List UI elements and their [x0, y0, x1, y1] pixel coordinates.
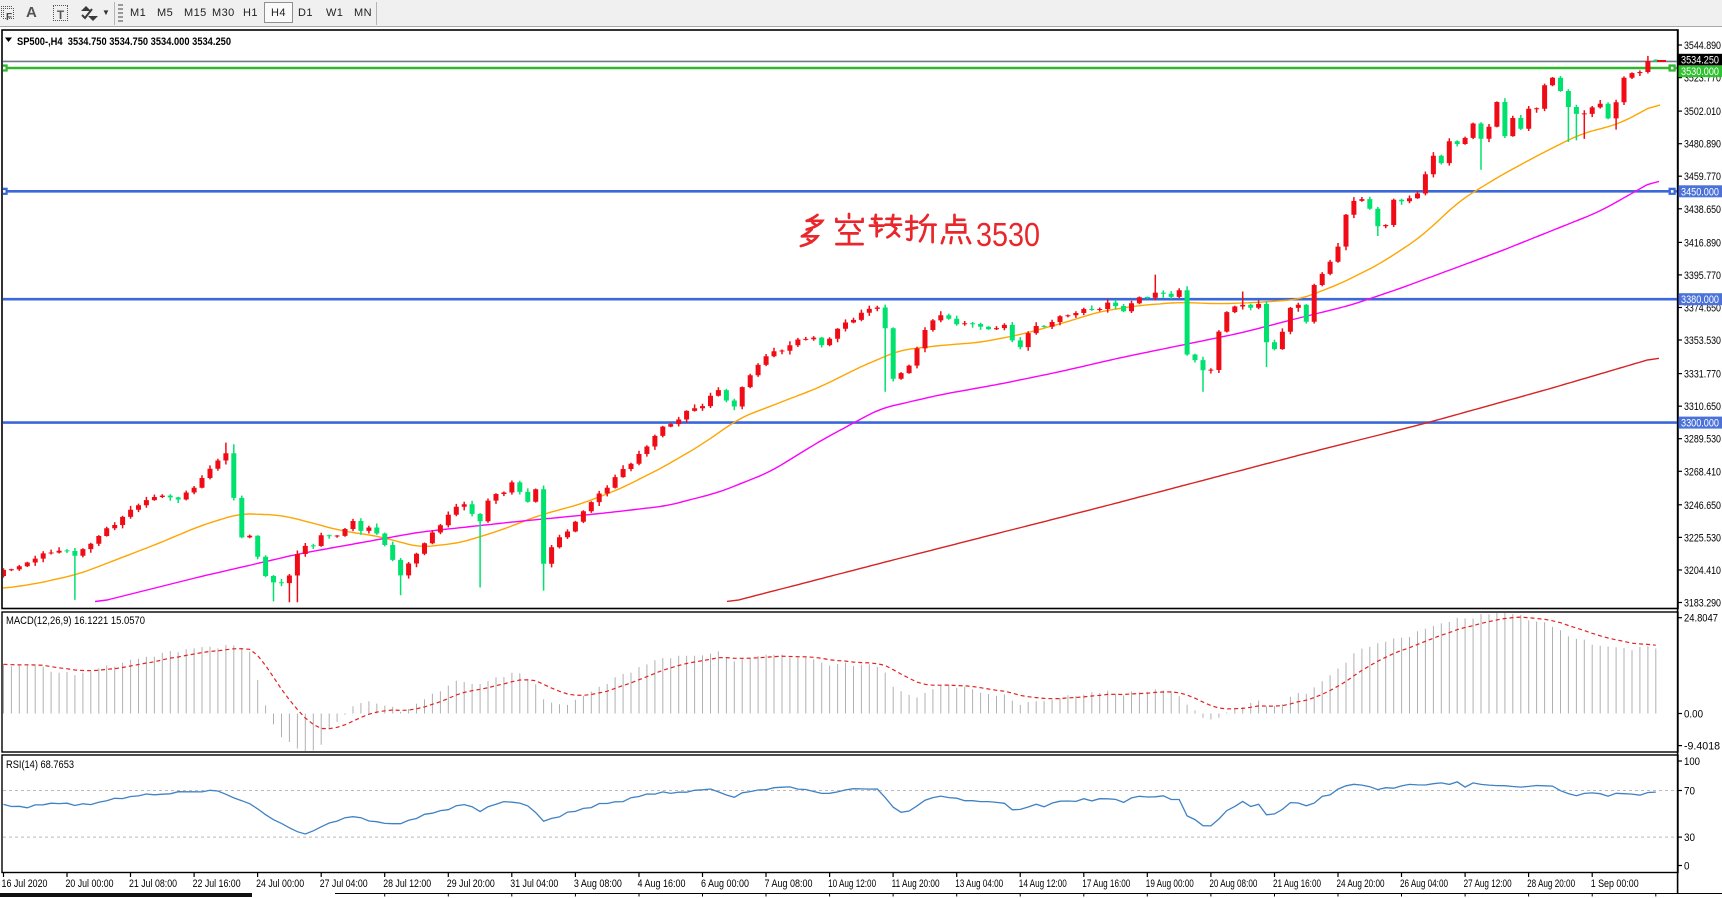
svg-text:6 Aug 00:00: 6 Aug 00:00	[701, 878, 749, 890]
svg-text:21 Aug 16:00: 21 Aug 16:00	[1273, 878, 1321, 890]
svg-text:MACD(12,26,9) 16.1221 15.0570: MACD(12,26,9) 16.1221 15.0570	[6, 615, 145, 627]
svg-text:SP500-,H4 3534.750 3534.750 3: SP500-,H4 3534.750 3534.750 3534.000 353…	[17, 36, 231, 48]
svg-text:3225.530: 3225.530	[1684, 532, 1721, 544]
svg-text:0.00: 0.00	[1684, 709, 1703, 721]
svg-text:70: 70	[1684, 786, 1695, 798]
svg-text:3268.410: 3268.410	[1684, 466, 1721, 478]
svg-text:28 Aug 20:00: 28 Aug 20:00	[1527, 878, 1575, 890]
svg-text:3544.890: 3544.890	[1684, 40, 1721, 52]
svg-text:3530: 3530	[976, 216, 1040, 253]
svg-text:3374.650: 3374.650	[1684, 303, 1721, 315]
svg-text:3530.000: 3530.000	[1681, 66, 1719, 78]
svg-text:20 Aug 08:00: 20 Aug 08:00	[1209, 878, 1257, 890]
svg-text:31 Jul 04:00: 31 Jul 04:00	[510, 878, 558, 890]
svg-text:27 Aug 12:00: 27 Aug 12:00	[1464, 878, 1512, 890]
svg-text:3502.010: 3502.010	[1684, 106, 1721, 118]
svg-text:3534.250: 3534.250	[1681, 54, 1719, 66]
svg-text:3480.890: 3480.890	[1684, 139, 1721, 151]
svg-text:3310.650: 3310.650	[1684, 401, 1721, 413]
svg-text:3459.770: 3459.770	[1684, 171, 1721, 183]
svg-text:13 Aug 04:00: 13 Aug 04:00	[955, 878, 1003, 890]
svg-text:3204.410: 3204.410	[1684, 565, 1721, 577]
svg-text:3331.770: 3331.770	[1684, 369, 1721, 381]
svg-text:16 Jul 2020: 16 Jul 2020	[2, 878, 48, 890]
svg-text:3289.530: 3289.530	[1684, 434, 1721, 446]
svg-text:3438.650: 3438.650	[1684, 204, 1721, 216]
svg-text:22 Jul 16:00: 22 Jul 16:00	[193, 878, 241, 890]
svg-text:3450.000: 3450.000	[1681, 186, 1719, 198]
svg-text:3300.000: 3300.000	[1681, 418, 1719, 430]
svg-text:24 Aug 20:00: 24 Aug 20:00	[1337, 878, 1385, 890]
svg-text:3246.650: 3246.650	[1684, 500, 1721, 512]
svg-text:20 Jul 00:00: 20 Jul 00:00	[66, 878, 114, 890]
svg-text:3353.530: 3353.530	[1684, 335, 1721, 347]
svg-text:26 Aug 04:00: 26 Aug 04:00	[1400, 878, 1448, 890]
svg-text:29 Jul 20:00: 29 Jul 20:00	[447, 878, 495, 890]
svg-text:24.8047: 24.8047	[1684, 613, 1718, 625]
svg-text:27 Jul 04:00: 27 Jul 04:00	[320, 878, 368, 890]
svg-text:30: 30	[1684, 832, 1695, 844]
svg-text:10 Aug 12:00: 10 Aug 12:00	[828, 878, 876, 890]
svg-text:-9.4018: -9.4018	[1684, 741, 1720, 753]
svg-text:19 Aug 00:00: 19 Aug 00:00	[1146, 878, 1194, 890]
svg-text:7 Aug 08:00: 7 Aug 08:00	[765, 878, 813, 890]
svg-text:28 Jul 12:00: 28 Jul 12:00	[383, 878, 431, 890]
svg-text:17 Aug 16:00: 17 Aug 16:00	[1082, 878, 1130, 890]
svg-text:4 Aug 16:00: 4 Aug 16:00	[638, 878, 686, 890]
svg-text:11 Aug 20:00: 11 Aug 20:00	[892, 878, 940, 890]
svg-text:RSI(14) 68.7653: RSI(14) 68.7653	[6, 759, 74, 771]
svg-text:3183.290: 3183.290	[1684, 598, 1721, 610]
svg-text:14 Aug 12:00: 14 Aug 12:00	[1019, 878, 1067, 890]
svg-text:100: 100	[1684, 756, 1700, 768]
svg-text:0: 0	[1684, 861, 1690, 873]
svg-text:3 Aug 08:00: 3 Aug 08:00	[574, 878, 622, 890]
svg-text:3416.890: 3416.890	[1684, 237, 1721, 249]
svg-text:24 Jul 00:00: 24 Jul 00:00	[256, 878, 304, 890]
svg-text:21 Jul 08:00: 21 Jul 08:00	[129, 878, 177, 890]
svg-text:3395.770: 3395.770	[1684, 270, 1721, 282]
svg-text:3380.000: 3380.000	[1681, 294, 1719, 306]
svg-text:1 Sep 00:00: 1 Sep 00:00	[1591, 878, 1639, 890]
